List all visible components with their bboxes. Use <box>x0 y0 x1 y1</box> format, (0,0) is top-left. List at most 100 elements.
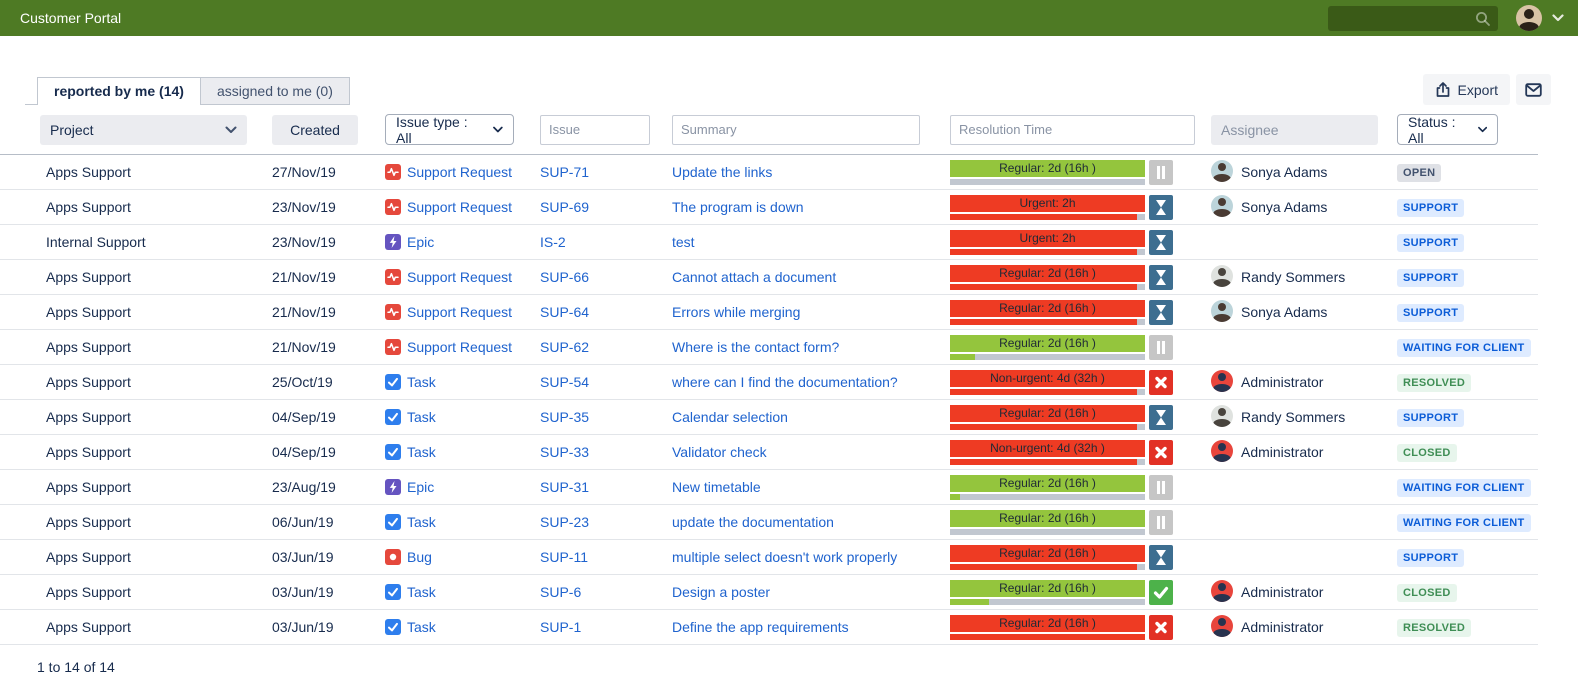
issue-summary-link[interactable]: where can I find the documentation? <box>672 374 898 390</box>
created-cell: 23/Aug/19 <box>272 479 336 495</box>
issue-key-link[interactable]: SUP-69 <box>540 199 590 215</box>
assignee-avatar <box>1211 614 1233 637</box>
issue-type-link[interactable]: Task <box>407 374 436 390</box>
status-badge: WAITING FOR CLIENT <box>1397 338 1531 357</box>
sla-bar: Regular: 2d (16h ) <box>950 404 1145 422</box>
issue-summary-link[interactable]: Design a poster <box>672 584 771 600</box>
sla-bar: Regular: 2d (16h ) <box>950 544 1145 562</box>
issue-summary-link[interactable]: Validator check <box>672 444 767 460</box>
user-menu-chevron-icon[interactable] <box>1552 14 1564 22</box>
issue-key-link[interactable]: SUP-33 <box>540 444 590 460</box>
issue-type-filter-select[interactable]: Issue type : All <box>385 114 514 146</box>
issue-summary-link[interactable]: Errors while merging <box>672 304 801 320</box>
issue-summary-link[interactable]: test <box>672 234 695 250</box>
issue-key-link[interactable]: SUP-35 <box>540 409 590 425</box>
project-cell: Apps Support <box>46 304 131 320</box>
resolution-time-filter-input[interactable] <box>950 114 1195 145</box>
summary-filter-input[interactable] <box>672 114 920 145</box>
issue-summary-link[interactable]: multiple select doesn't work properly <box>672 549 898 565</box>
sla-progress-bar <box>950 528 1145 535</box>
sla-bar: Urgent: 2h <box>950 194 1145 212</box>
issue-summary-link[interactable]: Define the app requirements <box>672 619 849 635</box>
tab-bar: reported by me (14) assigned to me (0) E… <box>0 74 1578 105</box>
task-icon <box>385 444 401 460</box>
issue-key-link[interactable]: SUP-66 <box>540 269 590 285</box>
issue-key-link[interactable]: SUP-54 <box>540 374 590 390</box>
status-badge: SUPPORT <box>1397 233 1465 252</box>
created-cell: 23/Nov/19 <box>272 234 336 250</box>
issue-type-link[interactable]: Bug <box>407 549 432 565</box>
issue-summary-link[interactable]: update the documentation <box>672 514 834 530</box>
issue-summary-link[interactable]: Where is the contact form? <box>672 339 840 355</box>
project-cell: Apps Support <box>46 269 131 285</box>
issue-key-link[interactable]: SUP-23 <box>540 514 590 530</box>
project-filter-dropdown[interactable]: Project <box>40 114 247 145</box>
status-filter-select[interactable]: Status : All <box>1397 114 1498 146</box>
sla-bar: Regular: 2d (16h ) <box>950 159 1145 177</box>
resolution-time-cell: Regular: 2d (16h ) <box>950 509 1211 535</box>
table-row: Apps Support 21/Nov/19 Support Request S… <box>0 295 1538 330</box>
status-badge: SUPPORT <box>1397 408 1465 427</box>
sla-bar: Regular: 2d (16h ) <box>950 264 1145 282</box>
issue-key-link[interactable]: SUP-64 <box>540 304 590 320</box>
issue-type-link[interactable]: Support Request <box>407 304 513 320</box>
created-cell: 23/Nov/19 <box>272 199 336 215</box>
assignee-avatar <box>1211 579 1233 602</box>
sla-progress-bar <box>950 178 1145 185</box>
issue-type-link[interactable]: Task <box>407 514 436 530</box>
issue-filter-input[interactable] <box>540 114 650 145</box>
project-cell: Internal Support <box>46 234 146 250</box>
assignee-avatar <box>1211 299 1233 322</box>
issue-type-link[interactable]: Support Request <box>407 199 513 215</box>
issue-key-link[interactable]: SUP-1 <box>540 619 582 635</box>
cross-icon <box>1149 614 1173 640</box>
assignee-column-header: Assignee <box>1211 114 1378 145</box>
issue-key-link[interactable]: SUP-6 <box>540 584 582 600</box>
issue-type-link[interactable]: Task <box>407 619 436 635</box>
issue-type-link[interactable]: Task <box>407 584 436 600</box>
user-avatar[interactable] <box>1516 5 1542 31</box>
assignee-avatar <box>1211 264 1233 287</box>
assignee-cell: Administrator <box>1211 614 1397 640</box>
issue-summary-link[interactable]: Calendar selection <box>672 409 788 425</box>
issue-key-link[interactable]: SUP-31 <box>540 479 590 495</box>
subscribe-button[interactable] <box>1516 74 1551 105</box>
issue-key-link[interactable]: SUP-62 <box>540 339 590 355</box>
sla-progress-bar <box>950 423 1145 430</box>
project-cell: Apps Support <box>46 619 131 635</box>
created-cell: 04/Sep/19 <box>272 409 336 425</box>
check-icon <box>1149 579 1173 605</box>
hourglass-icon <box>1149 229 1173 255</box>
assignee-name: Randy Sommers <box>1241 269 1346 285</box>
export-button[interactable]: Export <box>1422 74 1510 105</box>
resolution-time-cell: Regular: 2d (16h ) <box>950 614 1211 640</box>
support-request-icon <box>385 199 401 215</box>
issue-type-link[interactable]: Support Request <box>407 269 513 285</box>
sla-bar: Non-urgent: 4d (32h ) <box>950 369 1145 387</box>
tab-stub <box>25 77 37 105</box>
pause-icon <box>1149 334 1173 360</box>
issue-key-link[interactable]: SUP-11 <box>540 549 588 565</box>
hourglass-icon <box>1149 194 1173 220</box>
issue-type-link[interactable]: Epic <box>407 234 435 250</box>
issue-type-link[interactable]: Support Request <box>407 164 513 180</box>
tab-reported-by-me[interactable]: reported by me (14) <box>37 77 201 105</box>
sla-progress-bar <box>950 283 1145 290</box>
global-search-input[interactable] <box>1328 5 1498 31</box>
issue-summary-link[interactable]: New timetable <box>672 479 761 495</box>
tab-assigned-to-me[interactable]: assigned to me (0) <box>200 77 350 105</box>
sla-progress-bar <box>950 493 1145 500</box>
issue-key-link[interactable]: SUP-71 <box>540 164 590 180</box>
issue-summary-link[interactable]: Update the links <box>672 164 773 180</box>
issue-type-link[interactable]: Support Request <box>407 339 513 355</box>
issue-type-link[interactable]: Epic <box>407 479 435 495</box>
issue-key-link[interactable]: IS-2 <box>540 234 566 250</box>
issue-type-link[interactable]: Task <box>407 409 436 425</box>
assignee-avatar <box>1211 159 1233 182</box>
search-icon <box>1476 11 1490 26</box>
issue-summary-link[interactable]: Cannot attach a document <box>672 269 837 285</box>
pause-icon <box>1149 474 1173 500</box>
issue-type-link[interactable]: Task <box>407 444 436 460</box>
sla-bar: Regular: 2d (16h ) <box>950 614 1145 632</box>
issue-summary-link[interactable]: The program is down <box>672 199 804 215</box>
